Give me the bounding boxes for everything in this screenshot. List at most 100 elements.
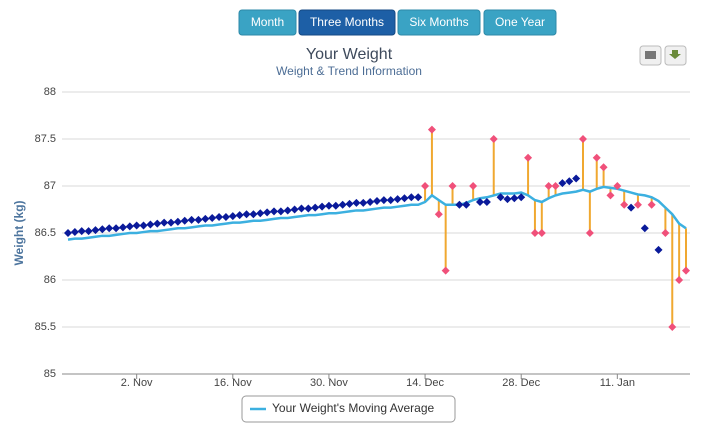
chart-title: Your Weight: [306, 46, 393, 63]
y-tick-label: 85.5: [35, 321, 56, 333]
weight-marker: [228, 212, 237, 221]
y-tick-label: 86: [44, 274, 56, 286]
weight-marker: [517, 193, 526, 202]
weight-marker: [482, 197, 491, 206]
weight-marker: [393, 195, 402, 204]
weight-marker: [606, 191, 615, 200]
weight-marker: [620, 200, 629, 209]
weight-marker: [167, 218, 175, 227]
weight-marker: [400, 194, 409, 203]
weight-marker: [476, 197, 484, 206]
weight-marker: [331, 201, 340, 210]
weight-marker: [276, 207, 285, 216]
weight-marker: [537, 229, 546, 237]
weight-marker: [221, 213, 230, 222]
weight-marker: [579, 135, 587, 143]
weight-marker: [427, 125, 436, 134]
y-tick-label: 88: [44, 86, 56, 98]
range-button-label[interactable]: Six Months: [409, 15, 468, 29]
range-button[interactable]: [298, 9, 396, 36]
weight-marker: [180, 216, 189, 225]
download-icon: [669, 50, 681, 59]
range-button[interactable]: [238, 9, 297, 36]
weight-marker: [524, 153, 533, 162]
weight-marker: [112, 224, 121, 233]
weight-marker: [592, 153, 601, 162]
weight-marker: [462, 200, 471, 209]
range-button-label[interactable]: Month: [251, 15, 284, 29]
weight-marker: [414, 193, 423, 202]
weight-marker: [448, 182, 457, 190]
weight-marker: [373, 197, 381, 206]
weight-marker: [469, 182, 478, 190]
weight-marker: [77, 227, 86, 236]
y-tick-label: 87.5: [35, 133, 56, 145]
weight-marker: [647, 200, 656, 209]
weight-marker: [661, 229, 670, 237]
weight-marker: [215, 213, 224, 222]
weight-marker: [366, 197, 375, 206]
chart-subtitle: Weight & Trend Information: [276, 64, 422, 78]
export-buttons[interactable]: [639, 45, 687, 66]
y-tick-label: 85: [44, 368, 56, 380]
weight-marker: [627, 203, 636, 212]
weight-marker: [173, 217, 182, 226]
weight-marker: [379, 196, 388, 205]
weight-marker: [235, 211, 244, 220]
weight-marker: [125, 222, 134, 231]
weight-marker: [599, 163, 608, 172]
weight-marker: [675, 276, 684, 284]
weight-marker: [70, 228, 79, 237]
range-button-label[interactable]: One Year: [495, 15, 545, 29]
weight-marker: [558, 179, 567, 188]
weight-marker: [421, 182, 430, 190]
x-tick-label: 11. Jan: [600, 377, 635, 389]
weight-marker: [270, 207, 278, 216]
weight-marker: [91, 226, 100, 235]
weight-marker: [153, 219, 162, 228]
range-button[interactable]: [483, 9, 557, 36]
weight-marker: [242, 210, 251, 219]
weight-marker: [352, 198, 361, 207]
weight-marker: [551, 182, 560, 190]
weight-marker: [668, 323, 677, 331]
weight-marker: [633, 200, 642, 209]
y-tick-label: 87: [44, 180, 56, 192]
weight-marker: [640, 224, 649, 233]
weight-marker: [105, 224, 114, 233]
weight-marker: [146, 220, 155, 229]
weight-marker: [565, 177, 574, 186]
weight-marker: [324, 201, 333, 210]
weight-marker: [441, 266, 450, 275]
weight-marker: [407, 193, 416, 202]
weight-marker: [249, 210, 258, 219]
weight-marker: [572, 174, 581, 183]
range-button[interactable]: [397, 9, 481, 36]
x-tick-label: 28. Dec: [502, 377, 540, 389]
x-tick-label: 14. Dec: [406, 377, 444, 389]
weight-marker: [654, 245, 663, 254]
weight-marker: [544, 182, 553, 190]
weight-marker: [338, 200, 347, 209]
weight-marker: [290, 205, 299, 214]
weight-marker: [510, 194, 519, 203]
range-button-label[interactable]: Three Months: [310, 15, 384, 29]
x-tick-label: 2. Nov: [121, 377, 153, 389]
weight-marker: [208, 213, 217, 222]
legend-box: [241, 395, 456, 423]
moving-average-line: [67, 185, 687, 241]
weight-marker: [682, 266, 690, 275]
weight-marker: [530, 229, 539, 237]
legend-label: Your Weight's Moving Average: [272, 401, 434, 415]
weight-marker: [345, 199, 354, 208]
weight-marker: [503, 195, 512, 204]
weight-marker: [297, 204, 306, 213]
weight-marker: [613, 182, 622, 190]
weight-marker: [118, 223, 127, 232]
weight-marker: [132, 221, 141, 230]
weight-marker: [386, 196, 395, 205]
weight-marker: [311, 203, 320, 212]
weight-marker: [585, 229, 594, 237]
y-tick-label: 86.5: [35, 227, 56, 239]
